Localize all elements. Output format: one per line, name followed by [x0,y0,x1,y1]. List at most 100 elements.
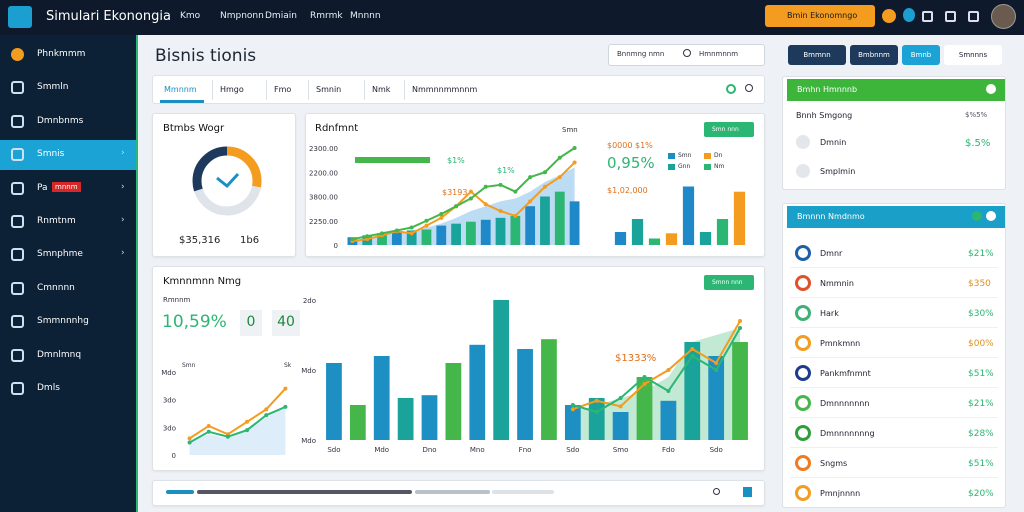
icon[interactable] [903,8,915,22]
row-value: $21% [968,399,994,409]
mini-label: Smn [182,362,196,369]
row-label: Dmnnnnnnn [820,399,870,408]
legend-label: Dn [714,152,723,159]
icon[interactable] [745,84,753,92]
legend-label: Gnn [678,163,691,170]
sidebar-item[interactable]: Phnkmmm [37,49,86,59]
row-label: Sngms [820,459,848,468]
chevron: › [121,215,125,225]
icon[interactable] [986,84,996,94]
row-label: Pankmfnmnt [820,369,871,378]
card [305,113,765,257]
avatar[interactable] [991,4,1016,29]
logo [8,6,32,28]
icon[interactable] [882,9,896,23]
sidebar-item[interactable]: Smmln [37,82,69,93]
row-label: Bnnh Smgong [796,111,853,120]
row-icon [795,485,811,501]
row-divider [790,327,998,328]
row-icon [795,245,811,261]
stat: $0000 $1% [607,141,653,150]
row-label: Nmmnin [820,279,854,288]
tab[interactable]: Mmnnm [164,85,197,94]
mini-label: Sk [284,362,292,369]
code: 1b6 [240,235,260,246]
row-icon [796,135,810,149]
nav-item[interactable]: Nmpnonn [220,11,264,21]
search-icon [683,49,691,57]
icon[interactable] [972,211,982,221]
search-label: Bnnmng nmn [617,50,665,58]
amount: $35,316 [179,235,221,246]
search-box[interactable]: Bnnmng nmn Hmnmnnm [608,44,765,66]
icon[interactable] [726,84,736,94]
card-title: Btmbs Wogr [163,123,225,134]
panel-card [782,203,1006,508]
nav-item[interactable]: Kmo [180,11,201,21]
sidebar-item[interactable]: Smnis [37,149,65,160]
sidebar-item[interactable]: Dmls [37,383,60,393]
tab[interactable]: Fmo [274,85,292,94]
icon[interactable] [986,211,996,221]
legend-label: Smn [678,152,692,159]
sidebar-item[interactable]: Smmnnnhg [37,316,89,327]
row-label: Dmnr [820,249,843,258]
icon[interactable] [968,11,979,22]
nav-item[interactable]: Rmrmk [310,11,343,21]
row-icon [795,275,811,291]
tab[interactable]: Nmmnnmmnnm [412,85,478,94]
legend-swatch [668,153,675,159]
tab[interactable]: Smnin [316,85,342,94]
panel-button[interactable]: Bmbnnm [850,45,898,65]
row-label: Pmnkmnn [820,339,861,348]
row-label: Hark [820,309,839,318]
nav-item[interactable]: Dmiain [265,11,297,21]
panel-button[interactable]: Bmmnn [788,45,846,65]
row-divider [790,417,998,418]
sidebar-icon [11,181,24,195]
icon[interactable] [713,488,720,495]
row-label: Smplmin [820,167,856,176]
row-label: Pmnjnnnn [820,489,861,498]
annotation: $1333% [615,353,657,364]
button[interactable]: Smn nnn [704,122,754,137]
annotation: $1% [447,156,465,165]
row-value: $28% [968,429,994,439]
panel-button[interactable]: Smnnns [944,45,1002,65]
tab[interactable]: Nmk [372,85,391,94]
icon[interactable] [922,11,933,22]
row-value: $51% [968,369,994,379]
panel-header: Bmhn Hmnnnb [787,79,1005,101]
sidebar-item[interactable]: Pa [37,182,48,193]
button[interactable]: Smnn nnn [704,275,754,290]
stat: $1,02,000 [607,186,648,195]
sidebar-item[interactable]: Dmnlmnq [37,349,82,360]
icon[interactable] [945,11,956,22]
row-value: $%5% [965,111,988,119]
sidebar-icon [11,148,24,162]
sidebar-icon [11,315,24,329]
panel-button[interactable]: Bmnb [902,45,940,65]
row-value: $30% [968,309,994,319]
sidebar-item[interactable]: Smnphme [37,249,83,260]
legend-bar [355,157,430,163]
sidebar-item[interactable]: Dmnbnms [37,115,84,126]
row-icon [795,425,811,441]
annotation: $3193 [442,188,468,197]
row-divider [790,387,998,388]
row-label: Dmnin [820,138,847,147]
nav-item[interactable]: Mnnnn [350,11,381,21]
sidebar-item[interactable]: Cmnnnn [37,282,75,293]
action-button[interactable]: Bmin Ekonomngo [765,5,875,27]
tab-bar [152,75,765,104]
chevron: › [121,148,125,159]
icon[interactable] [743,487,752,497]
row-divider [790,447,998,448]
tab-underline [160,100,204,103]
sidebar-icon [11,114,24,128]
sidebar-item[interactable]: Rnmtnm [37,216,76,226]
row-icon [796,164,810,178]
tab[interactable]: Hmgo [220,85,244,94]
row-value: $21% [968,249,994,259]
